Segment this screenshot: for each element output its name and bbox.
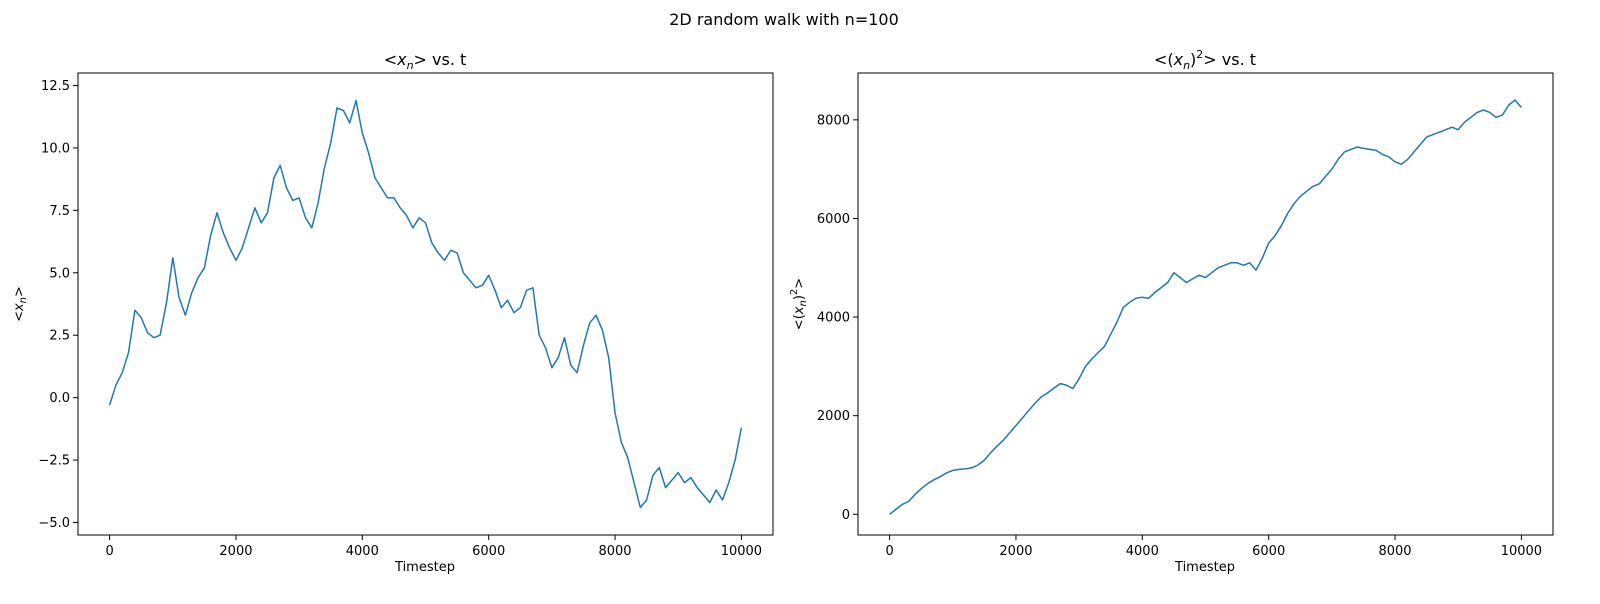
x-tick-label: 6000 (472, 544, 505, 559)
y-tick-label: 6000 (817, 212, 850, 227)
y-tick-label: 4000 (817, 311, 850, 326)
y-tick-label: 2.5 (49, 329, 70, 344)
x-tick-label: 0 (105, 544, 113, 559)
series-group-mean-x (108, 99, 743, 509)
plot-area-mean-x-squared (857, 72, 1554, 536)
subplot-title-mean-x: <xn> vs. t (384, 50, 467, 72)
subplot-title-mean-x-squared: <(xn)2> vs. t (1154, 48, 1256, 72)
y-tick-label: 0.0 (49, 391, 70, 406)
y-axis-ticks-mean-x-squared: 0 2000 4000 6000 8000 (817, 113, 858, 523)
y-tick-label: 10.0 (41, 141, 70, 156)
y-tick-label: 8000 (817, 113, 850, 128)
y-tick-label: 7.5 (49, 204, 70, 219)
figure-suptitle: 2D random walk with n=100 (669, 10, 899, 29)
series-line-mean-x-squared (889, 99, 1522, 515)
series-group-mean-x-squared (889, 99, 1522, 515)
x-axis-label-mean-x-squared: Timestep (1174, 560, 1235, 575)
y-tick-label: −5.0 (38, 516, 70, 531)
y-tick-label: −2.5 (38, 454, 70, 469)
x-axis-ticks-mean-x-squared: 0 2000 4000 6000 8000 10000 (885, 535, 1542, 559)
y-axis-label-mean-x-squared: <(xn)2> (789, 278, 809, 330)
y-axis-label-mean-x: <xn> (12, 286, 29, 322)
x-tick-label: 2000 (999, 544, 1032, 559)
y-tick-label: 2000 (817, 409, 850, 424)
series-line-mean-x (108, 99, 743, 509)
x-tick-label: 10000 (721, 544, 762, 559)
y-tick-label: 5.0 (49, 266, 70, 281)
x-tick-label: 8000 (598, 544, 631, 559)
x-tick-label: 8000 (1378, 544, 1411, 559)
x-tick-label: 2000 (219, 544, 252, 559)
x-tick-label: 10000 (1501, 544, 1542, 559)
y-tick-label: 12.5 (41, 79, 70, 94)
plot-area-mean-x (77, 72, 774, 536)
x-axis-ticks-mean-x: 0 2000 4000 6000 8000 10000 (105, 535, 762, 559)
subplot-mean-x-squared: <(xn)2> vs. t 0 2000 4000 6000 8000 10000 0 20… (789, 48, 1554, 575)
y-axis-ticks-mean-x: −5.0 −2.5 0.0 2.5 5.0 7.5 10.0 12.5 (38, 79, 78, 531)
x-tick-label: 4000 (1126, 544, 1159, 559)
x-axis-label-mean-x: Timestep (394, 560, 455, 575)
y-tick-label: 0 (842, 508, 850, 523)
x-tick-label: 4000 (346, 544, 379, 559)
x-tick-label: 6000 (1252, 544, 1285, 559)
x-tick-label: 0 (885, 544, 893, 559)
subplot-mean-x: <xn> vs. t 0 2000 4000 6000 8000 10000 −5.0 −2… (12, 50, 774, 575)
